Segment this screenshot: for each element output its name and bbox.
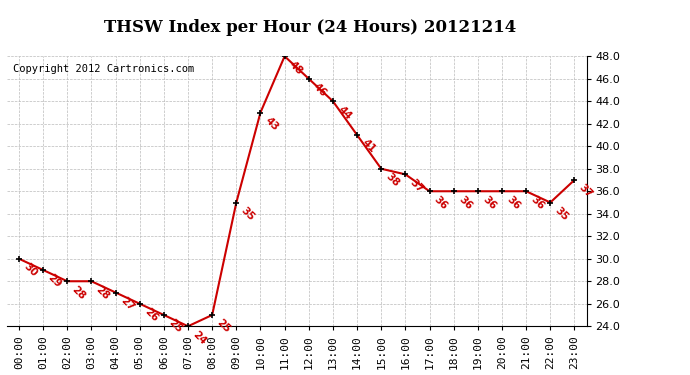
Text: 41: 41 [360, 138, 377, 155]
Text: 35: 35 [553, 205, 571, 223]
Text: 36: 36 [457, 194, 474, 211]
Text: 44: 44 [336, 104, 353, 122]
Text: THSW Index per Hour (24 Hours) 20121214: THSW Index per Hour (24 Hours) 20121214 [104, 19, 517, 36]
Text: 28: 28 [95, 284, 112, 302]
Text: 25: 25 [215, 318, 233, 335]
Text: THSW  (°F): THSW (°F) [594, 32, 661, 42]
Text: 36: 36 [481, 194, 498, 211]
Text: 38: 38 [384, 171, 402, 189]
Text: 25: 25 [167, 318, 184, 335]
Text: 29: 29 [46, 273, 63, 290]
Text: 43: 43 [264, 115, 281, 133]
Text: 37: 37 [578, 183, 595, 200]
Text: 48: 48 [288, 59, 305, 76]
Text: Copyright 2012 Cartronics.com: Copyright 2012 Cartronics.com [12, 64, 194, 74]
Text: 30: 30 [22, 261, 39, 279]
Text: 27: 27 [119, 295, 136, 313]
Text: 37: 37 [408, 177, 426, 195]
Text: 36: 36 [505, 194, 522, 211]
Text: 36: 36 [433, 194, 450, 211]
Text: 26: 26 [143, 306, 160, 324]
Text: 28: 28 [70, 284, 88, 302]
Text: 24: 24 [191, 329, 208, 346]
Text: 35: 35 [239, 205, 257, 223]
Text: 36: 36 [529, 194, 546, 211]
Text: 46: 46 [312, 81, 329, 99]
